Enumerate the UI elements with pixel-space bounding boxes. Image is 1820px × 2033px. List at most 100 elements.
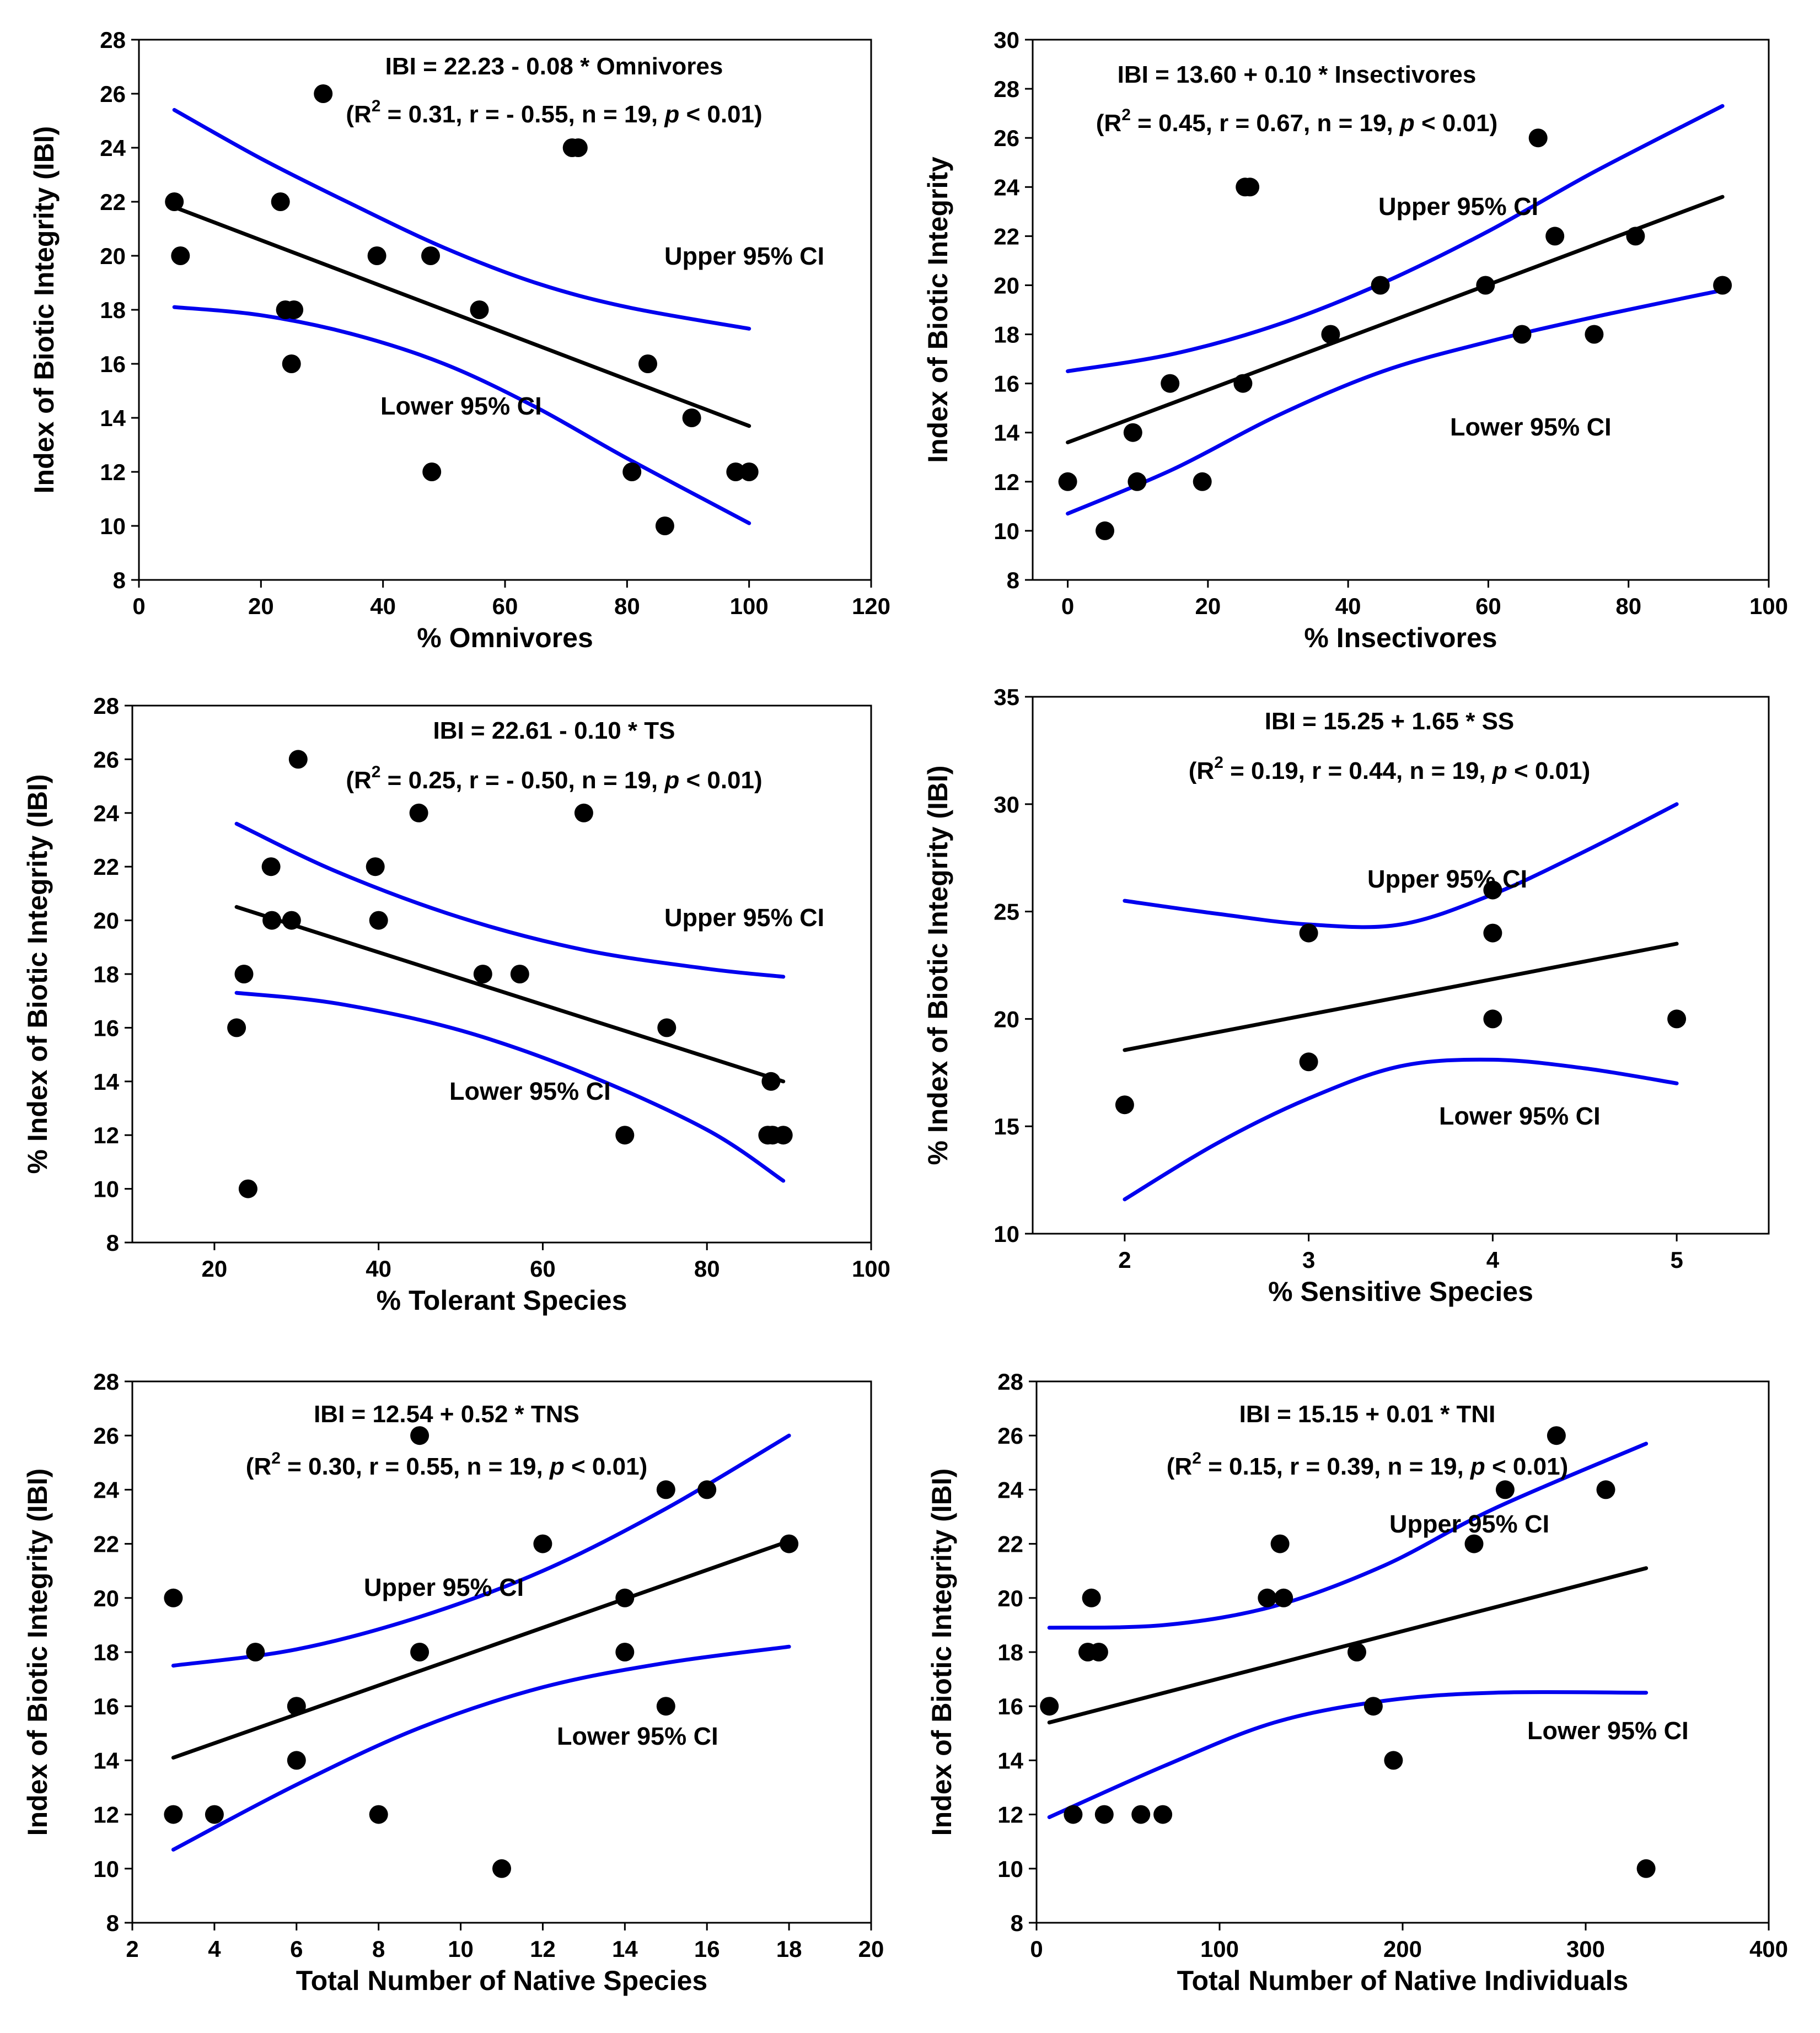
lower-ci-label: Lower 95% CI	[449, 1077, 611, 1105]
data-point	[739, 462, 759, 481]
upper-ci-label: Upper 95% CI	[664, 903, 824, 932]
y-tick-label: 30	[994, 27, 1019, 53]
y-tick-label: 22	[93, 1531, 119, 1557]
data-point	[1094, 1805, 1114, 1824]
x-tick-label: 20	[248, 593, 274, 619]
y-axis-title: Index of Biotic Integrity (IBI)	[29, 126, 60, 494]
x-tick-label: 40	[370, 593, 396, 619]
lower-ci-label: Lower 95% CI	[1527, 1717, 1689, 1745]
data-point	[1115, 1095, 1134, 1115]
data-point	[1233, 374, 1253, 393]
x-tick-label: 60	[1475, 593, 1501, 619]
data-point	[1545, 227, 1565, 246]
data-point	[615, 1126, 635, 1145]
data-point	[1123, 423, 1142, 442]
data-point	[1483, 880, 1502, 900]
data-point	[780, 1534, 799, 1553]
upper-ci-curve	[1047, 1442, 1649, 1630]
data-point	[1585, 325, 1604, 344]
y-tick-label: 20	[994, 1006, 1019, 1032]
regression-equation: IBI = 12.54 + 0.52 * TNS	[314, 1401, 579, 1428]
x-tick-label: 5	[1670, 1247, 1683, 1273]
data-point	[165, 192, 184, 211]
x-tick-label: 10	[448, 1936, 474, 1962]
data-point	[262, 911, 282, 930]
data-point	[1161, 374, 1180, 393]
y-tick-label: 18	[93, 1639, 119, 1665]
upper-ci-curve	[172, 107, 751, 331]
data-point	[171, 246, 190, 265]
data-point	[1464, 1534, 1484, 1553]
y-tick-label: 8	[106, 1230, 119, 1256]
y-tick-label: 28	[100, 27, 126, 53]
y-tick-label: 26	[93, 746, 119, 772]
x-tick-label: 12	[530, 1936, 556, 1962]
x-tick-label: 40	[1335, 593, 1361, 619]
data-point	[656, 1697, 675, 1716]
x-axis-title: Total Number of Native Individuals	[1177, 1965, 1629, 1996]
data-point	[568, 138, 588, 157]
lower-ci-curve	[1066, 288, 1725, 516]
plot-frame	[1032, 696, 1770, 1235]
regression-stats: (R2 = 0.19, r = 0.44, n = 19, p < 0.01)	[1189, 754, 1590, 784]
lower-ci-label: Lower 95% CI	[1450, 413, 1612, 441]
x-tick-label: 4	[1486, 1247, 1500, 1273]
data-point	[1131, 1805, 1151, 1824]
data-point	[1321, 325, 1340, 344]
upper-ci-label: Upper 95% CI	[664, 242, 824, 270]
data-point	[1270, 1534, 1290, 1553]
data-point	[1241, 178, 1260, 197]
regression-line	[171, 1539, 791, 1760]
upper-ci-label: Upper 95% CI	[1378, 192, 1538, 220]
y-tick-label: 10	[100, 513, 126, 539]
y-tick-label: 25	[994, 899, 1019, 925]
y-tick-label: 24	[100, 135, 126, 161]
y-tick-label: 20	[997, 1585, 1023, 1611]
y-tick-label: 15	[994, 1114, 1019, 1139]
y-tick-label: 20	[93, 908, 119, 934]
y-tick-label: 10	[994, 1221, 1019, 1247]
y-tick-label: 22	[997, 1531, 1023, 1557]
x-tick-label: 60	[530, 1256, 556, 1282]
data-point	[1058, 472, 1077, 491]
data-point	[1096, 521, 1114, 540]
data-point	[421, 246, 440, 265]
regression-stats: (R2 = 0.31, r = - 0.55, n = 19, p < 0.01…	[346, 97, 762, 128]
data-point	[227, 1018, 246, 1037]
y-tick-label: 30	[994, 792, 1019, 817]
x-tick-label: 80	[1615, 593, 1641, 619]
data-point	[1596, 1480, 1615, 1499]
y-tick-label: 12	[93, 1122, 119, 1148]
data-point	[656, 1480, 675, 1499]
y-tick-label: 28	[994, 76, 1019, 102]
y-axis-title: Index of Biotic Integrity	[922, 157, 953, 463]
lower-ci-curve	[171, 1644, 791, 1852]
regression-equation: IBI = 15.25 + 1.65 * SS	[1265, 708, 1515, 735]
data-point	[470, 300, 489, 319]
regression-line	[234, 905, 786, 1084]
data-point	[366, 857, 385, 876]
x-tick-label: 20	[202, 1256, 228, 1282]
data-point	[492, 1859, 511, 1878]
x-tick-label: 18	[776, 1936, 802, 1962]
data-point	[284, 300, 304, 319]
data-point	[246, 1643, 265, 1661]
x-tick-label: 100	[1200, 1936, 1239, 1962]
data-point	[410, 1426, 430, 1445]
y-tick-label: 24	[994, 174, 1019, 200]
x-tick-label: 40	[366, 1256, 391, 1282]
x-tick-label: 2	[1118, 1247, 1131, 1273]
x-tick-label: 4	[208, 1936, 221, 1962]
data-point	[682, 408, 701, 427]
y-tick-label: 16	[994, 371, 1019, 397]
data-point	[205, 1805, 224, 1824]
chart-panel-2: 0 20 40 60 80 100 8 10 12 14 16 18 20 22 24 26 28 30 % Ins…	[922, 27, 1788, 653]
data-point	[1064, 1805, 1083, 1824]
upper-ci-label: Upper 95% CI	[364, 1573, 524, 1601]
data-point	[657, 1018, 677, 1037]
data-point	[234, 965, 254, 983]
data-point	[1363, 1697, 1383, 1716]
data-point	[761, 1072, 781, 1091]
x-axis-title: % Tolerant Species	[377, 1285, 627, 1316]
